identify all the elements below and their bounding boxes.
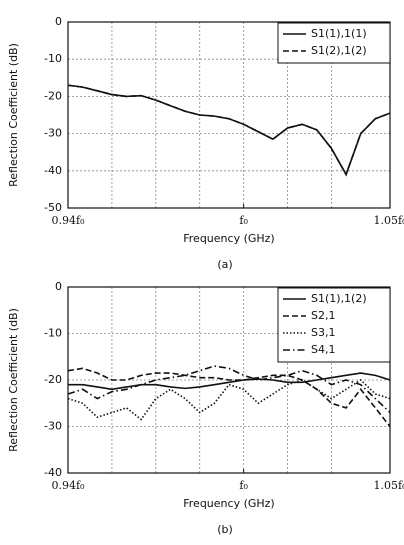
x-axis-title: Frequency (GHz)	[183, 232, 274, 245]
y-tick-label: 0	[55, 15, 62, 28]
series-line	[67, 367, 391, 427]
legend-label: S4,1	[311, 343, 335, 356]
x-tick-label: 0.94f₀	[52, 214, 86, 227]
legend-label: S1(2),1(2)	[311, 44, 367, 57]
series-line	[67, 378, 391, 421]
legend-box	[277, 22, 391, 64]
y-tick-label: -10	[44, 52, 62, 65]
x-tick-label: 1.05f₀	[374, 214, 404, 227]
series-line	[67, 84, 391, 177]
y-axis-title: Reflection Coefficient (dB)	[7, 308, 20, 452]
y-tick-label: -40	[44, 164, 62, 177]
series-line	[67, 365, 391, 414]
x-tick-label: f₀	[239, 479, 248, 492]
caption: (a)	[217, 258, 232, 271]
y-tick-label: -20	[44, 89, 62, 102]
y-tick-label: -30	[44, 420, 62, 433]
y-axis-title: Reflection Coefficient (dB)	[7, 43, 20, 187]
legend-label: S3,1	[311, 326, 335, 339]
legend-label: S1(1),1(1)	[311, 27, 367, 40]
x-tick-label: 0.94f₀	[52, 479, 86, 492]
series-line	[67, 84, 391, 177]
plot-frame	[67, 21, 391, 209]
y-tick-label: -50	[44, 201, 62, 214]
y-tick-label: 0	[55, 280, 62, 293]
series-line	[68, 372, 391, 391]
legend-label: S2,1	[311, 309, 335, 322]
x-axis-title: Frequency (GHz)	[183, 497, 274, 510]
legend-label: S1(1),1(2)	[311, 292, 367, 305]
caption: (b)	[217, 523, 233, 536]
y-tick-label: -10	[44, 327, 62, 340]
y-tick-label: -20	[44, 373, 62, 386]
legend-box	[277, 287, 391, 363]
y-tick-label: -40	[44, 466, 62, 479]
y-tick-label: -30	[44, 127, 62, 140]
x-tick-label: f₀	[239, 214, 248, 227]
x-tick-label: 1.05f₀	[374, 479, 404, 492]
